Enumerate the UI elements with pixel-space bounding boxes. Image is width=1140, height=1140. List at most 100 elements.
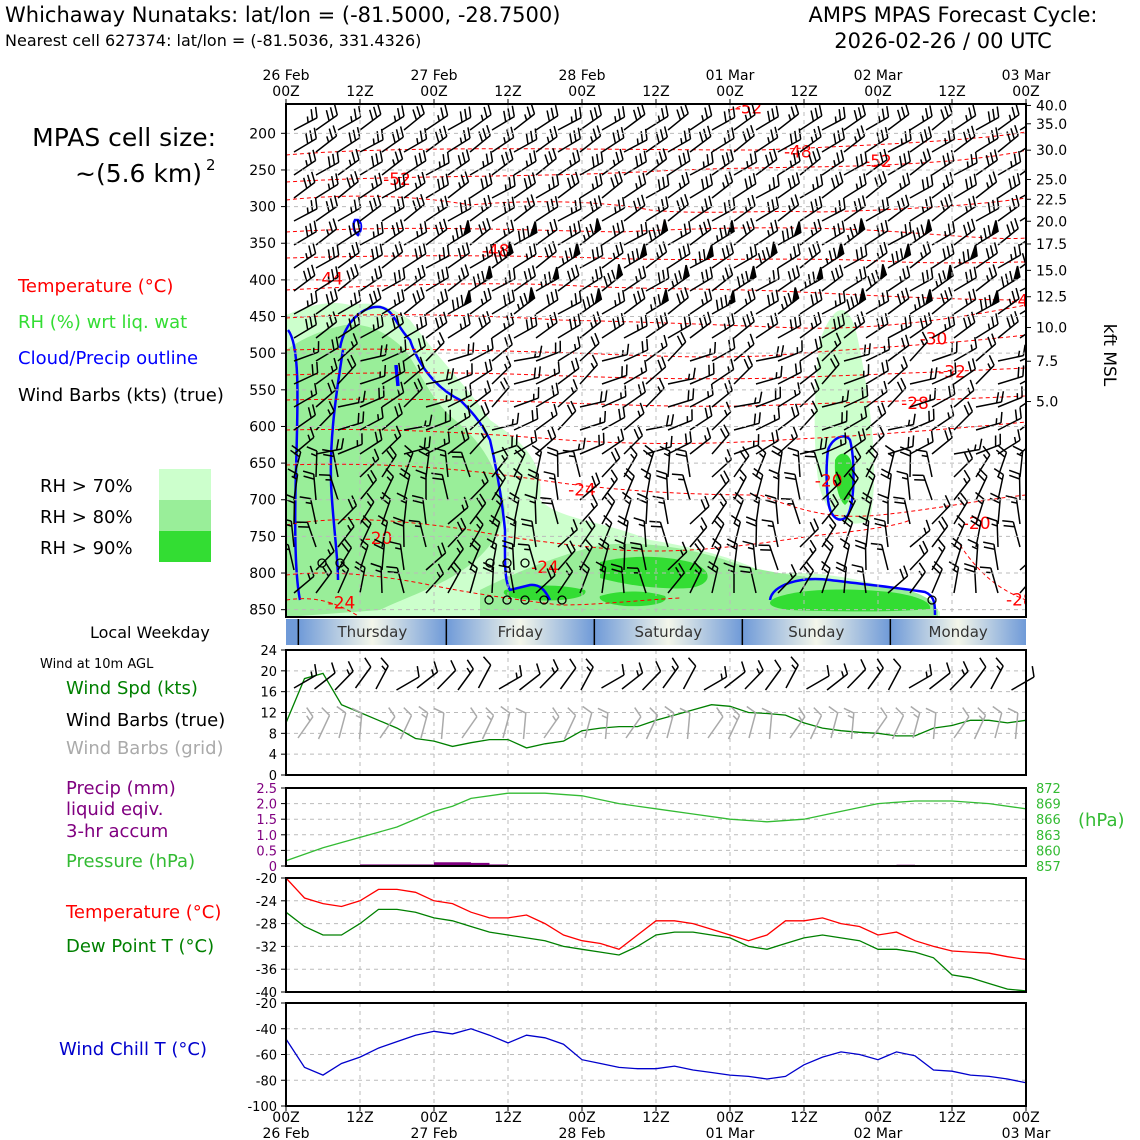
wind-barb: [909, 367, 938, 385]
weekday-name: Monday: [929, 623, 988, 641]
wind-barb: [293, 197, 318, 222]
wind-barb: [986, 516, 999, 548]
wind-barb: [425, 368, 455, 385]
wind-barb: [733, 217, 755, 246]
wind-barb: [752, 467, 764, 501]
wind-barb: [975, 264, 998, 292]
wind-barb: [337, 105, 362, 131]
wind-barb: [431, 472, 449, 501]
wind-barb: [755, 174, 780, 199]
wind-barb: [821, 471, 842, 501]
wind-barb: [614, 539, 626, 571]
wind-barb: [843, 343, 871, 362]
wind-barb: [563, 707, 577, 740]
wind-barb: [733, 287, 756, 315]
pressure-tick-label: 872: [1036, 782, 1061, 797]
wind-barb: [809, 707, 823, 740]
wind-barb: [645, 414, 675, 431]
wind-barb: [733, 391, 763, 408]
wind-barbs-grid-label: Wind Barbs (grid): [66, 738, 224, 759]
legend-rh80-swatch: [159, 500, 211, 531]
wind-barb: [645, 174, 670, 199]
top-hour-label: 00Z: [420, 84, 447, 100]
wind-barb: [467, 560, 478, 594]
wind-barb: [799, 147, 821, 176]
wind-barb: [579, 125, 602, 153]
xs-left-tick-label: 700: [249, 493, 276, 509]
wind-barb: [990, 657, 1004, 690]
wind-barb: [711, 424, 730, 455]
wind-barb: [667, 431, 692, 455]
wind-barb: [785, 656, 799, 689]
wind-barb: [601, 492, 616, 525]
panel-ytick-label: -36: [256, 963, 277, 978]
wind-barb: [953, 358, 977, 385]
weekday-cell: [446, 619, 595, 645]
wind-barb: [396, 665, 420, 691]
wind-barb: [508, 492, 520, 525]
wind-barb: [293, 220, 318, 246]
wind-barb: [667, 331, 687, 362]
wind-barb: [645, 224, 668, 246]
wind-barb: [733, 150, 758, 176]
wind-barb: [821, 290, 846, 315]
wind-barb: [633, 517, 647, 548]
wind-barb: [582, 705, 593, 739]
wind-barb: [931, 242, 955, 269]
wind-barb: [645, 126, 669, 153]
legend-rh90-label: RH > 90%: [40, 538, 133, 559]
bottom-date-label: 27 Feb: [410, 1126, 457, 1140]
wind-barb: [381, 289, 405, 315]
wind-barb: [469, 493, 487, 525]
wind-barb: [711, 149, 735, 176]
wind-barb: [513, 366, 541, 385]
wind-chill-label: Wind Chill T (°C): [59, 1039, 207, 1060]
wind-barb: [389, 541, 405, 571]
wind-barb: [425, 151, 450, 176]
wind-barb: [953, 173, 978, 199]
wind-barb: [843, 125, 866, 153]
wind-barb: [997, 194, 1020, 222]
wind-barb: [557, 149, 581, 176]
top-hour-label: 12Z: [642, 84, 669, 100]
wind-barb: [887, 565, 909, 594]
wind-barb: [733, 468, 747, 501]
wind-barb: [601, 428, 625, 455]
wind-barb: [742, 540, 757, 571]
wind-barb: [317, 707, 331, 740]
wind-barb: [535, 240, 557, 269]
wind-barb: [707, 560, 719, 594]
wind-barb: [491, 148, 514, 176]
wind-barb: [491, 491, 504, 525]
wind-barb: [649, 520, 669, 548]
wind-barb: [610, 563, 625, 594]
wind-barb: [557, 540, 576, 571]
wind-barb: [953, 448, 974, 478]
wind-barb: [601, 514, 613, 548]
pressure-tick-label: 860: [1036, 844, 1061, 859]
wind-barb: [293, 361, 319, 385]
rh70-region-2: [814, 310, 875, 524]
wind-barb: [667, 220, 692, 246]
wind-barb: [995, 444, 1008, 478]
wind-barb: [724, 661, 746, 689]
wind-barb: [491, 126, 515, 153]
weekday-cell: [298, 619, 447, 645]
wind-barb: [315, 357, 338, 385]
wind-barb: [447, 342, 475, 362]
wind-barb: [521, 518, 537, 548]
wind-barb: [733, 333, 755, 362]
wind-barb: [447, 225, 471, 246]
wind-barb: [621, 662, 644, 690]
wind-barb: [667, 286, 689, 315]
wind-barb: [865, 289, 890, 315]
wind-barb: [799, 240, 821, 269]
precip-symbol: [484, 595, 494, 605]
wind-barb: [513, 387, 540, 408]
wind-barb: [535, 426, 557, 455]
wind-barb: [887, 658, 902, 691]
wind-barb: [780, 497, 801, 525]
wind-barb: [909, 105, 933, 131]
wind-barb: [293, 264, 316, 292]
wind-barb: [953, 125, 976, 153]
